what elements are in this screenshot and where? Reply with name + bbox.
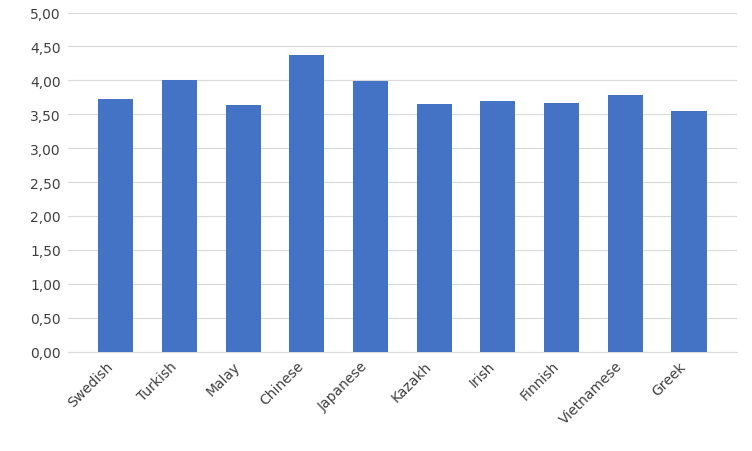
Bar (481, 101, 515, 352)
Bar (290, 55, 324, 352)
Bar (417, 105, 452, 352)
Bar (98, 100, 133, 352)
Bar (608, 96, 643, 352)
Bar (544, 103, 579, 352)
Bar (672, 112, 707, 352)
Bar (353, 82, 388, 352)
Bar (162, 81, 197, 352)
Bar (226, 106, 260, 352)
